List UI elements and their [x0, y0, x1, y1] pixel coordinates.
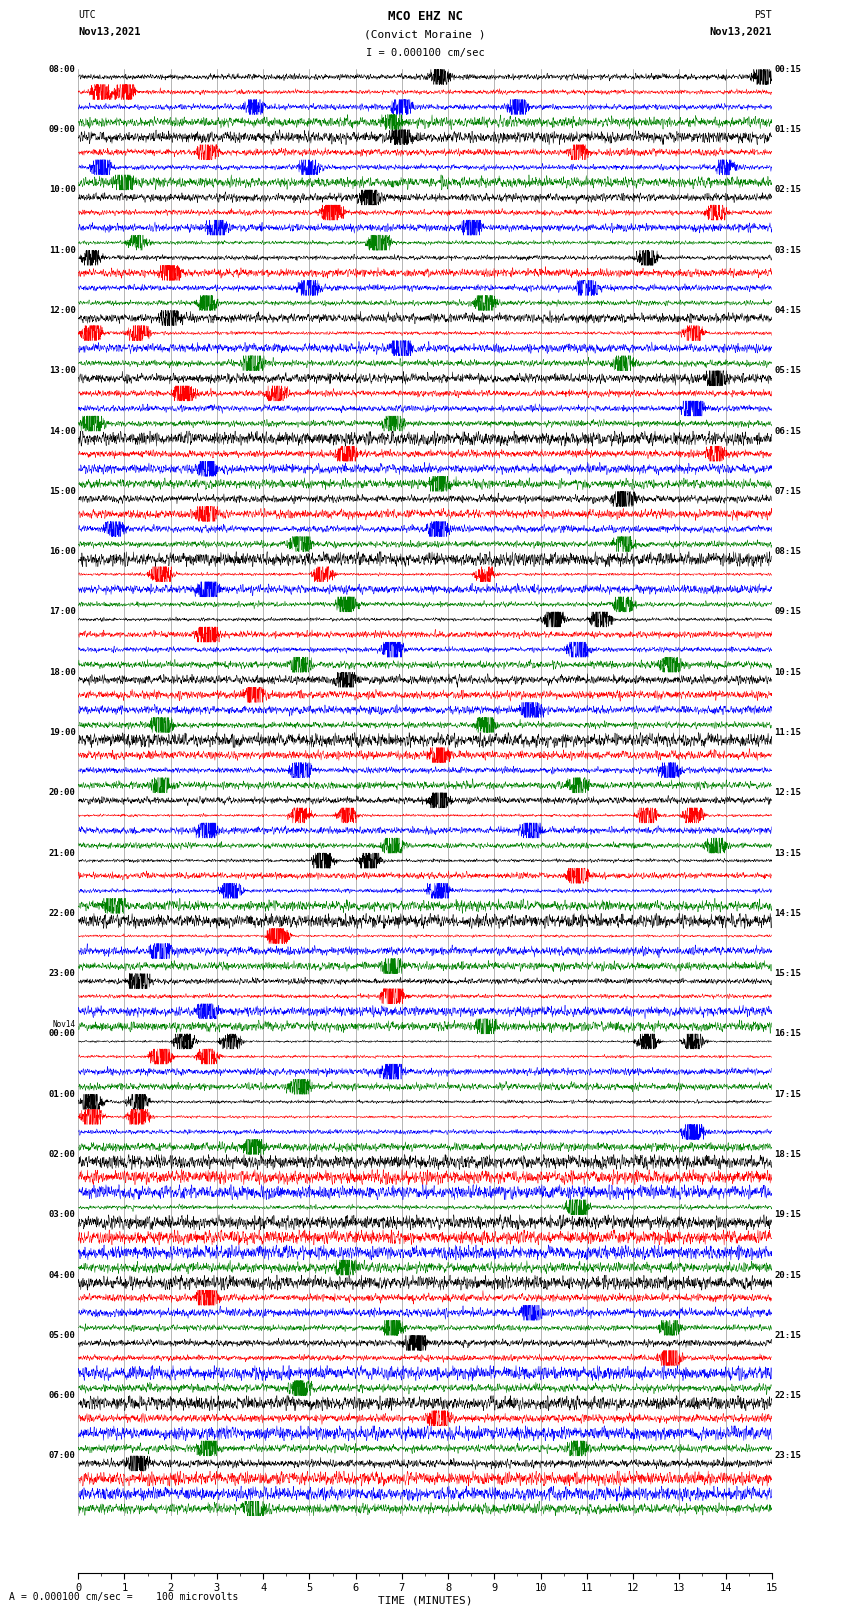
- Text: 15:00: 15:00: [48, 487, 76, 495]
- Text: 02:00: 02:00: [48, 1150, 76, 1160]
- Text: 09:15: 09:15: [774, 608, 802, 616]
- Text: 04:00: 04:00: [48, 1271, 76, 1279]
- Text: 08:15: 08:15: [774, 547, 802, 556]
- Text: 19:15: 19:15: [774, 1210, 802, 1219]
- X-axis label: TIME (MINUTES): TIME (MINUTES): [377, 1595, 473, 1607]
- Text: 00:15: 00:15: [774, 65, 802, 74]
- Text: 07:00: 07:00: [48, 1452, 76, 1460]
- Text: (Convict Moraine ): (Convict Moraine ): [365, 29, 485, 39]
- Text: 06:00: 06:00: [48, 1390, 76, 1400]
- Text: PST: PST: [754, 10, 772, 19]
- Text: 07:15: 07:15: [774, 487, 802, 495]
- Text: 11:00: 11:00: [48, 245, 76, 255]
- Text: 20:00: 20:00: [48, 789, 76, 797]
- Text: 18:00: 18:00: [48, 668, 76, 677]
- Text: 22:15: 22:15: [774, 1390, 802, 1400]
- Text: I = 0.000100 cm/sec: I = 0.000100 cm/sec: [366, 48, 484, 58]
- Text: 21:00: 21:00: [48, 848, 76, 858]
- Text: 23:15: 23:15: [774, 1452, 802, 1460]
- Text: 23:00: 23:00: [48, 969, 76, 977]
- Text: = 0.000100 cm/sec =    100 microvolts: = 0.000100 cm/sec = 100 microvolts: [21, 1592, 239, 1602]
- Text: 00:00: 00:00: [48, 1029, 76, 1039]
- Text: UTC: UTC: [78, 10, 96, 19]
- Text: Nov13,2021: Nov13,2021: [709, 27, 772, 37]
- Text: 10:15: 10:15: [774, 668, 802, 677]
- Text: 04:15: 04:15: [774, 306, 802, 315]
- Text: Nov14: Nov14: [53, 1019, 76, 1029]
- Text: 16:15: 16:15: [774, 1029, 802, 1039]
- Text: 19:00: 19:00: [48, 727, 76, 737]
- Text: 20:15: 20:15: [774, 1271, 802, 1279]
- Text: 05:15: 05:15: [774, 366, 802, 376]
- Text: 21:15: 21:15: [774, 1331, 802, 1340]
- Text: 10:00: 10:00: [48, 185, 76, 195]
- Text: 06:15: 06:15: [774, 426, 802, 436]
- Text: 11:15: 11:15: [774, 727, 802, 737]
- Text: 12:00: 12:00: [48, 306, 76, 315]
- Text: 05:00: 05:00: [48, 1331, 76, 1340]
- Text: 08:00: 08:00: [48, 65, 76, 74]
- Text: 13:15: 13:15: [774, 848, 802, 858]
- Text: 22:00: 22:00: [48, 908, 76, 918]
- Text: 14:00: 14:00: [48, 426, 76, 436]
- Text: 17:00: 17:00: [48, 608, 76, 616]
- Text: 03:00: 03:00: [48, 1210, 76, 1219]
- Text: 18:15: 18:15: [774, 1150, 802, 1160]
- Text: 13:00: 13:00: [48, 366, 76, 376]
- Text: 16:00: 16:00: [48, 547, 76, 556]
- Text: 01:15: 01:15: [774, 126, 802, 134]
- Text: 09:00: 09:00: [48, 126, 76, 134]
- Text: 03:15: 03:15: [774, 245, 802, 255]
- Text: 17:15: 17:15: [774, 1090, 802, 1098]
- Text: 15:15: 15:15: [774, 969, 802, 977]
- Text: 14:15: 14:15: [774, 908, 802, 918]
- Text: 12:15: 12:15: [774, 789, 802, 797]
- Text: MCO EHZ NC: MCO EHZ NC: [388, 10, 462, 23]
- Text: 02:15: 02:15: [774, 185, 802, 195]
- Text: Nov13,2021: Nov13,2021: [78, 27, 141, 37]
- Text: 01:00: 01:00: [48, 1090, 76, 1098]
- Text: A: A: [8, 1592, 14, 1602]
